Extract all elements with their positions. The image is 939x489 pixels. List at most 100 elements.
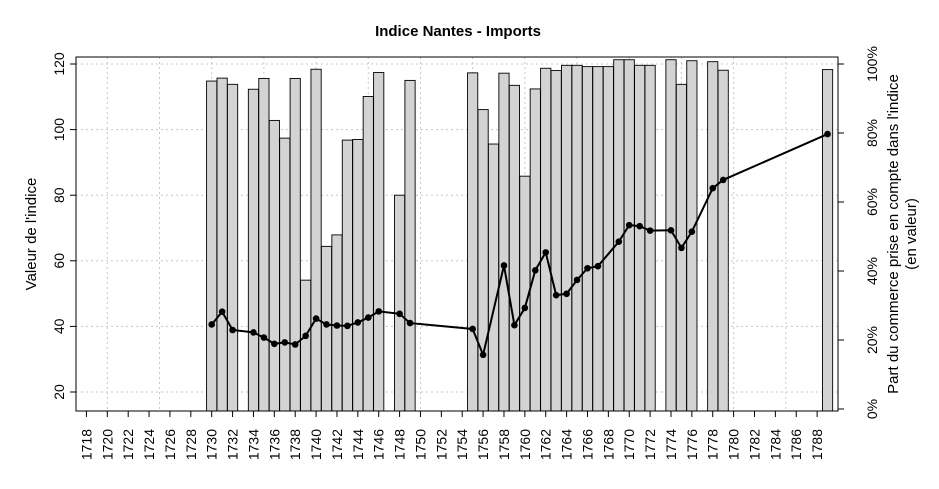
line-point (281, 339, 289, 346)
line-point (542, 249, 550, 256)
line-point (646, 227, 654, 234)
line-point (229, 326, 236, 334)
bar (373, 72, 385, 412)
bar (258, 77, 270, 412)
left-tick-label: 20 (51, 384, 67, 400)
x-tick-label: 1766 (579, 429, 595, 460)
line-point (344, 322, 351, 330)
right-y-axis: 0% 20% 40% 60% 80% 100% (838, 46, 880, 419)
line-point (354, 319, 362, 326)
bar (216, 77, 228, 412)
line-point (678, 244, 685, 252)
x-tick-label: 1738 (287, 429, 303, 460)
line-point (824, 130, 831, 138)
line-point (406, 319, 414, 327)
line-point (271, 340, 278, 348)
x-tick-label: 1742 (329, 429, 345, 460)
bar (320, 245, 333, 412)
bar (644, 64, 656, 412)
bar (289, 77, 301, 412)
line-point (323, 321, 330, 328)
bar (508, 84, 520, 412)
bar (581, 66, 594, 412)
bar-series (206, 59, 834, 412)
x-tick-label: 1760 (517, 429, 533, 460)
line-point (333, 322, 341, 329)
bar (310, 68, 322, 412)
left-tick-label: 80 (51, 187, 67, 203)
line-point (469, 325, 476, 333)
bar (227, 83, 239, 412)
bar (571, 64, 583, 412)
x-tick-label: 1752 (433, 429, 449, 460)
x-tick-label: 1780 (726, 429, 742, 460)
line-point (521, 304, 529, 312)
bar (623, 59, 635, 412)
bar (467, 72, 479, 412)
line-point (208, 321, 215, 328)
x-tick-label: 1734 (245, 429, 261, 460)
bar (821, 69, 834, 412)
bar (352, 138, 364, 412)
x-tick-label: 1754 (454, 429, 470, 460)
line-point (688, 228, 696, 235)
bar (477, 109, 489, 412)
line-point (531, 267, 539, 274)
bar (268, 119, 280, 412)
x-tick-label: 1788 (809, 429, 825, 460)
line-point (500, 262, 508, 269)
line-point (302, 332, 309, 340)
x-tick-label: 1782 (746, 429, 762, 460)
right-tick-label: 0% (864, 399, 880, 419)
chart-title: Indice Nantes - Imports (375, 23, 541, 40)
x-tick-label: 1722 (120, 429, 136, 460)
line-point (573, 276, 581, 284)
line-point (615, 238, 623, 245)
bar (487, 143, 500, 412)
line-point (667, 226, 675, 234)
x-tick-label: 1750 (412, 429, 428, 460)
left-tick-label: 100 (51, 118, 67, 142)
x-tick-label: 1768 (600, 429, 616, 460)
bar (206, 80, 218, 412)
right-tick-label: 40% (864, 257, 880, 285)
line-point (563, 290, 570, 298)
bar (247, 88, 260, 412)
line-point (594, 262, 602, 270)
line-point (709, 184, 717, 192)
line-point (260, 334, 268, 341)
x-tick-label: 1758 (496, 429, 512, 460)
line-point (291, 341, 299, 348)
bar (394, 194, 406, 412)
bar (404, 79, 416, 412)
right-tick-label: 60% (864, 188, 880, 216)
x-tick-label: 1718 (78, 429, 94, 460)
line-point (625, 221, 633, 229)
x-tick-label: 1726 (162, 429, 178, 460)
line-point (636, 222, 643, 230)
x-tick-label: 1748 (392, 429, 408, 460)
x-tick-label: 1770 (621, 429, 637, 460)
bar (561, 64, 573, 412)
line-series (208, 130, 831, 359)
x-tick-label: 1730 (204, 429, 220, 460)
line-point (396, 310, 403, 318)
bar (717, 69, 729, 412)
line-point (250, 329, 257, 336)
x-tick-label: 1728 (183, 429, 199, 460)
line-point (479, 351, 487, 359)
left-tick-label: 120 (51, 52, 67, 76)
x-tick-label: 1774 (663, 429, 679, 460)
line-point (552, 291, 560, 299)
left-tick-label: 40 (51, 318, 67, 334)
x-tick-label: 1786 (788, 429, 804, 460)
right-axis-label-line1: Part du commerce prise en compte dans l'… (885, 74, 902, 394)
x-tick-label: 1764 (559, 429, 575, 460)
share-line (210, 133, 828, 359)
x-tick-label: 1736 (266, 429, 282, 460)
bar (341, 139, 353, 412)
bar (602, 66, 614, 412)
line-point (364, 314, 372, 321)
